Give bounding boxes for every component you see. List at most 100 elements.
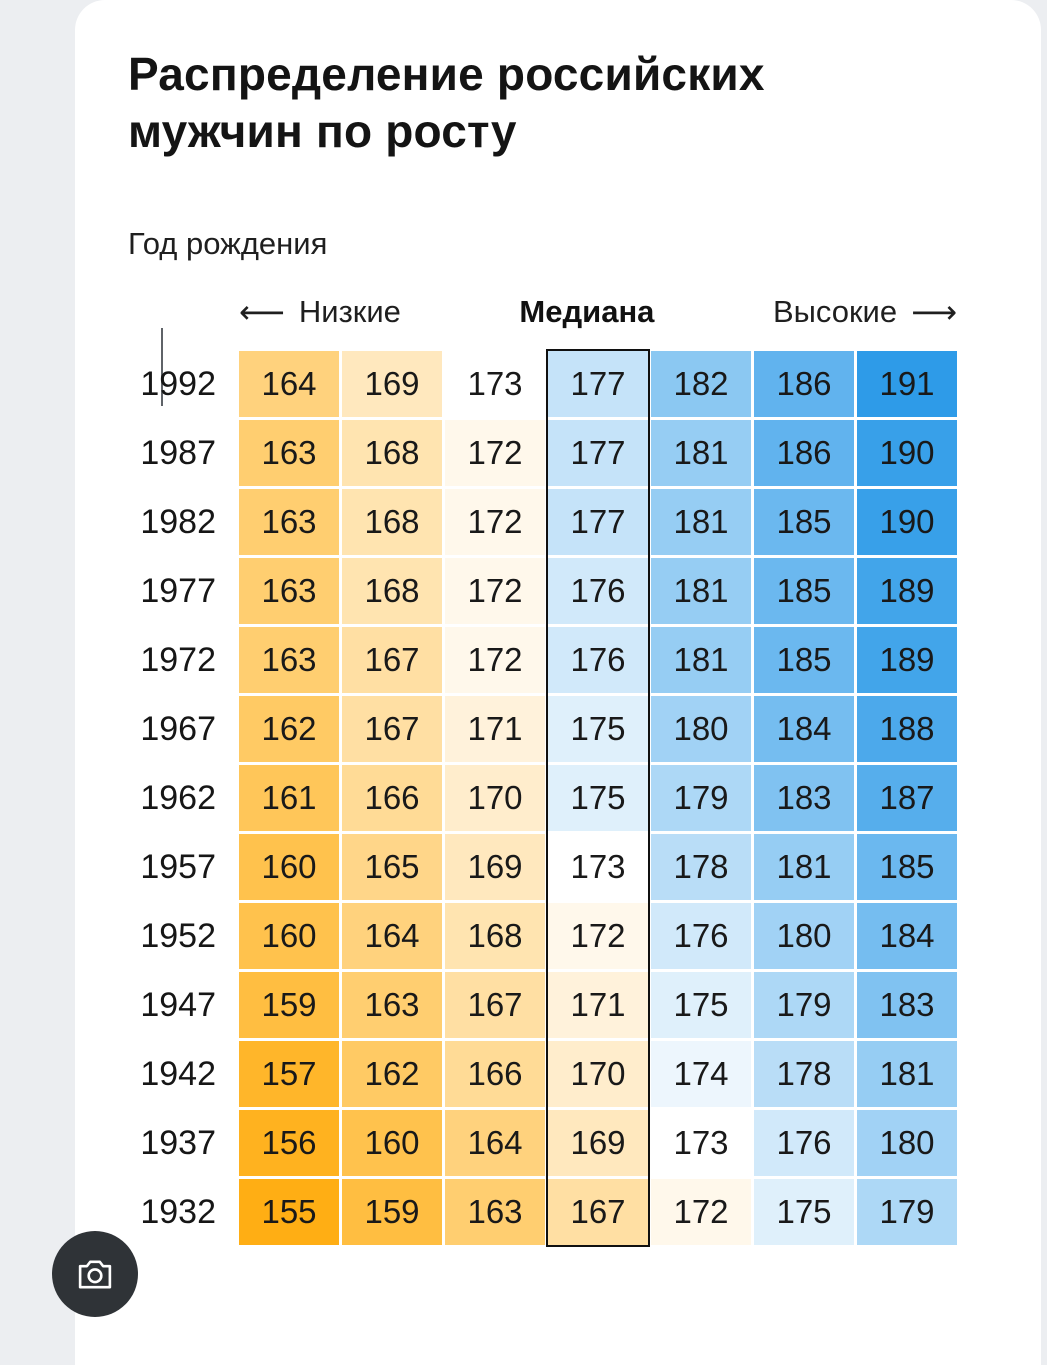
height-cell: 157 — [239, 1041, 339, 1107]
column-headers: ⟵ Низкие Медиана Высокие ⟶ — [239, 293, 957, 331]
height-cell: 182 — [651, 351, 751, 417]
height-cell: 181 — [651, 489, 751, 555]
year-label: 1977 — [140, 571, 216, 610]
median-cell: 167 — [548, 1179, 648, 1245]
year-label: 1947 — [140, 985, 216, 1024]
height-cell: 174 — [651, 1041, 751, 1107]
height-cell: 170 — [445, 765, 545, 831]
median-cell: 172 — [548, 903, 648, 969]
height-cell: 183 — [857, 972, 957, 1038]
height-cell: 179 — [857, 1179, 957, 1245]
high-header-label: Высокие — [772, 294, 898, 329]
height-cell: 164 — [239, 351, 339, 417]
camera-icon — [74, 1253, 116, 1295]
median-cell: 169 — [548, 1110, 648, 1176]
height-cell: 181 — [651, 558, 751, 624]
height-cell: 189 — [857, 558, 957, 624]
height-cell: 179 — [651, 765, 751, 831]
height-cell: 156 — [239, 1110, 339, 1176]
height-cell: 160 — [239, 834, 339, 900]
height-cell: 172 — [445, 558, 545, 624]
height-cell: 167 — [342, 696, 442, 762]
median-cell: 170 — [548, 1041, 648, 1107]
row-axis-label: Год рождения — [128, 226, 328, 262]
median-cell: 171 — [548, 972, 648, 1038]
height-cell: 172 — [445, 489, 545, 555]
height-cell: 185 — [857, 834, 957, 900]
height-cell: 178 — [754, 1041, 854, 1107]
low-header-label: Низкие — [298, 294, 401, 329]
height-cell: 163 — [239, 627, 339, 693]
height-cell: 160 — [239, 903, 339, 969]
height-cell: 190 — [857, 420, 957, 486]
height-cell: 173 — [445, 351, 545, 417]
height-cell: 185 — [754, 489, 854, 555]
height-cell: 181 — [651, 420, 751, 486]
height-cell: 178 — [651, 834, 751, 900]
height-cell: 159 — [239, 972, 339, 1038]
height-cell: 187 — [857, 765, 957, 831]
left-arrow-icon: ⟵ — [239, 294, 285, 330]
camera-button[interactable] — [52, 1231, 138, 1317]
height-cell: 169 — [445, 834, 545, 900]
height-cell: 181 — [651, 627, 751, 693]
height-cell: 186 — [754, 420, 854, 486]
year-label: 1942 — [140, 1054, 216, 1093]
year-label: 1962 — [140, 778, 216, 817]
median-cell: 175 — [548, 696, 648, 762]
page-title: Распределение российских мужчин по росту — [128, 48, 765, 158]
year-label: 1932 — [140, 1192, 216, 1231]
median-cell: 175 — [548, 765, 648, 831]
height-cell: 168 — [445, 903, 545, 969]
height-cell: 167 — [445, 972, 545, 1038]
height-cell: 172 — [445, 627, 545, 693]
year-label: 1987 — [140, 433, 216, 472]
height-cell: 168 — [342, 420, 442, 486]
height-cell: 179 — [754, 972, 854, 1038]
median-cell: 177 — [548, 420, 648, 486]
height-cell: 164 — [445, 1110, 545, 1176]
right-arrow-icon: ⟶ — [911, 294, 957, 330]
height-cell: 163 — [239, 420, 339, 486]
year-label: 1967 — [140, 709, 216, 748]
median-cell: 173 — [548, 834, 648, 900]
median-cell: 177 — [548, 351, 648, 417]
height-cell: 163 — [239, 489, 339, 555]
height-cell: 185 — [754, 627, 854, 693]
height-cell: 188 — [857, 696, 957, 762]
height-cell: 184 — [754, 696, 854, 762]
height-cell: 163 — [342, 972, 442, 1038]
height-cell: 167 — [342, 627, 442, 693]
height-cell: 171 — [445, 696, 545, 762]
height-cell: 190 — [857, 489, 957, 555]
height-cell: 185 — [754, 558, 854, 624]
height-cell: 180 — [754, 903, 854, 969]
height-cell: 160 — [342, 1110, 442, 1176]
height-cell: 175 — [651, 972, 751, 1038]
heatmap-grid: 1992 164 169 173 177 182 186 191 1987 163 168 172 17… — [128, 349, 957, 1247]
median-header-label: Медиана — [519, 294, 655, 329]
median-cell: 176 — [548, 627, 648, 693]
height-cell: 162 — [342, 1041, 442, 1107]
height-cell: 180 — [651, 696, 751, 762]
height-cell: 165 — [342, 834, 442, 900]
height-cell: 189 — [857, 627, 957, 693]
year-label: 1982 — [140, 502, 216, 541]
height-cell: 191 — [857, 351, 957, 417]
height-cell: 166 — [445, 1041, 545, 1107]
year-label: 1957 — [140, 847, 216, 886]
year-label: 1952 — [140, 916, 216, 955]
median-cell: 176 — [548, 558, 648, 624]
height-cell: 172 — [651, 1179, 751, 1245]
result-card: Распределение российских мужчин по росту… — [75, 0, 1041, 1365]
height-cell: 169 — [342, 351, 442, 417]
height-cell: 163 — [239, 558, 339, 624]
year-label: 1937 — [140, 1123, 216, 1162]
height-cell: 173 — [651, 1110, 751, 1176]
height-cell: 164 — [342, 903, 442, 969]
height-cell: 172 — [445, 420, 545, 486]
height-cell: 159 — [342, 1179, 442, 1245]
height-cell: 183 — [754, 765, 854, 831]
height-cell: 184 — [857, 903, 957, 969]
height-cell: 180 — [857, 1110, 957, 1176]
